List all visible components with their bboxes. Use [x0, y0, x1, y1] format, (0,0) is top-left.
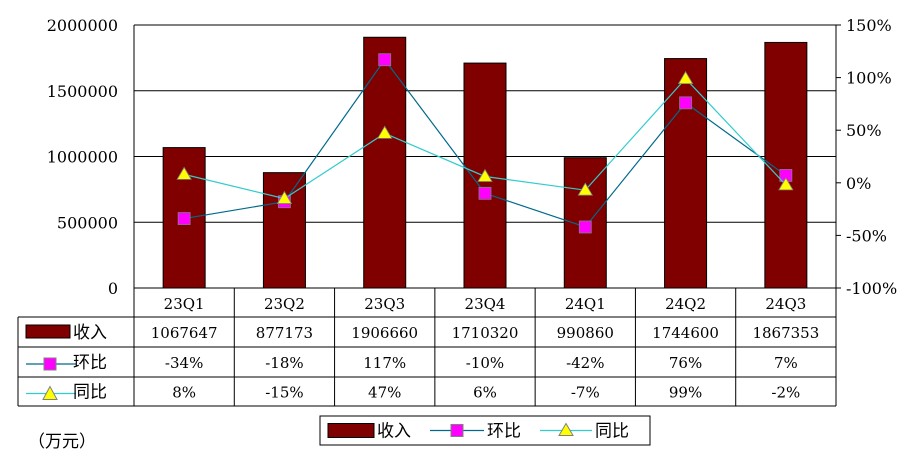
data-label: 1744600 [652, 324, 719, 342]
data-label: 6% [473, 384, 497, 402]
mom-point [177, 212, 191, 225]
data-label: 117% [363, 354, 406, 372]
category-label: 23Q2 [264, 295, 305, 313]
axes: 0 500000 1000000 1500000 2000000 -100% -50% 0% 5… [47, 16, 897, 298]
unit-note: （万元） [28, 432, 96, 452]
yoy-point [176, 166, 192, 180]
yoy-point [477, 168, 493, 182]
data-label: -34% [165, 354, 203, 372]
data-label: -18% [265, 354, 303, 372]
y-left-tick-label: 500000 [57, 213, 118, 232]
y-right-tick-label: 100% [846, 69, 892, 88]
data-label: -7% [571, 384, 600, 402]
y-right-tick-label: 0% [846, 174, 871, 193]
y-left-tick-label: 1500000 [47, 82, 118, 101]
y-left-tick-label: 1000000 [47, 148, 118, 167]
yoy-point [677, 70, 694, 85]
data-label: 1867353 [752, 324, 819, 342]
y-right-tick-label: 50% [846, 121, 882, 140]
data-label: 877173 [256, 324, 313, 342]
data-label: 99% [669, 384, 702, 402]
yoy-point [577, 182, 593, 196]
legend-label-revenue: 收入 [377, 422, 411, 442]
data-label: -42% [566, 354, 604, 372]
yoy-point [276, 190, 293, 204]
data-label: 1067647 [151, 324, 218, 342]
data-label: -2% [771, 384, 800, 402]
data-label: 8% [172, 384, 196, 402]
data-label: 7% [774, 354, 798, 372]
y-right-tick-label: 150% [846, 16, 892, 35]
data-label: 1906660 [351, 324, 418, 342]
table-series-name: 收入 [73, 323, 107, 343]
table-key-marker [42, 385, 58, 400]
category-label: 24Q2 [665, 295, 706, 313]
table-series-name: 同比 [73, 383, 107, 403]
yoy-point [377, 125, 393, 139]
revenue-bar [262, 172, 306, 289]
category-label: 24Q1 [565, 295, 606, 313]
category-label: 23Q4 [465, 295, 506, 313]
table-key-marker [43, 357, 57, 371]
legend-key-yoy [558, 422, 574, 436]
y-left-tick-label: 2000000 [47, 16, 118, 35]
data-label: -15% [265, 384, 303, 402]
data-table: 23Q1 23Q2 23Q3 23Q4 24Q1 24Q2 24Q3 收入 1067647 877… [17, 287, 837, 407]
revenue-bar [664, 58, 708, 289]
table-key-revenue [25, 324, 71, 339]
data-label: 1710320 [452, 324, 519, 342]
legend-label-mom: 环比 [487, 422, 521, 442]
mom-point [679, 96, 692, 110]
growth-lines [176, 53, 794, 234]
data-label: 990860 [557, 324, 614, 342]
legend-key-mom [450, 424, 464, 437]
revenue-bar [363, 36, 407, 289]
mom-point [378, 53, 392, 67]
table-series-name: 环比 [73, 353, 107, 373]
data-label: 47% [368, 384, 401, 402]
legend-label-yoy: 同比 [595, 422, 629, 442]
y-left-tick-label: 0 [108, 279, 118, 298]
legend-key-revenue [327, 423, 375, 438]
legend: 收入 环比 同比 [319, 415, 651, 446]
legend-box [319, 415, 651, 446]
category-label: 23Q3 [364, 295, 405, 313]
y-right-tick-label: -100% [846, 279, 897, 298]
category-label: 23Q1 [164, 295, 205, 313]
y-right-tick-label: -50% [846, 226, 887, 245]
data-label: 76% [669, 354, 702, 372]
category-label: 24Q3 [765, 295, 806, 313]
data-label: -10% [466, 354, 504, 372]
yoy-point [778, 177, 794, 191]
mom-point [478, 186, 492, 200]
mom-point [578, 220, 592, 234]
revenue-bars [162, 36, 808, 289]
